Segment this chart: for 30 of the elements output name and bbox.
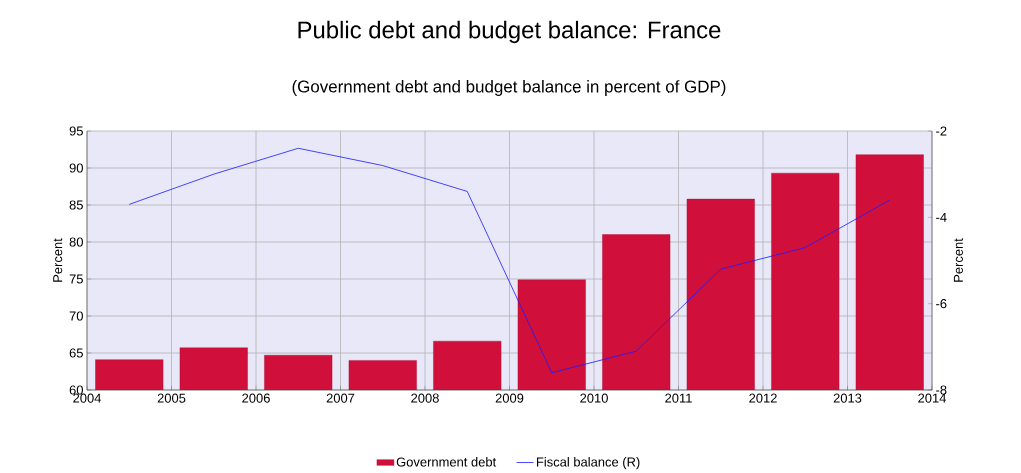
x-tick-label: 2006: [242, 393, 270, 403]
y-tick-label: 75: [69, 274, 83, 284]
y2-tick-label: -4: [936, 212, 947, 222]
y-tick-label: 60: [69, 385, 83, 395]
line-series: [128, 147, 891, 374]
x-tick-label: 2007: [326, 393, 355, 403]
x-tick-label: 2011: [665, 393, 692, 403]
x-tick-label: 2014: [918, 393, 947, 403]
chart-title: Public debt and budget balance: France: [298, 20, 721, 44]
x-tick-label: 2010: [580, 393, 608, 403]
x-tick-label: 2005: [157, 393, 186, 403]
y2-tick-label: -8: [936, 385, 947, 395]
y-tick-label: 65: [69, 348, 83, 358]
y-axis-title: Percent: [53, 238, 63, 282]
chart-subtitle: (Government debt and budget balance in percent of GDP): [292, 80, 726, 96]
y-tick-label: 95: [69, 126, 83, 136]
y2-tick-label: -2: [936, 126, 947, 136]
y-tick-label: 70: [69, 311, 83, 321]
x-tick-label: 2013: [833, 393, 862, 403]
x-tick-label: 2004: [73, 393, 102, 403]
x-tick-label: 2009: [495, 393, 524, 403]
y-tick-label: 90: [69, 163, 83, 173]
y-tick-label: 80: [69, 237, 83, 247]
y2-tick-label: -6: [936, 299, 947, 309]
x-tick-label: 2012: [749, 393, 777, 403]
legend-label: Fiscal balance (R): [536, 457, 640, 470]
y-tick-label: 85: [69, 200, 83, 210]
x-tick-label: 2008: [411, 393, 439, 403]
legend-label: Government debt: [396, 457, 497, 467]
y2-axis-title: Percent: [953, 238, 963, 282]
